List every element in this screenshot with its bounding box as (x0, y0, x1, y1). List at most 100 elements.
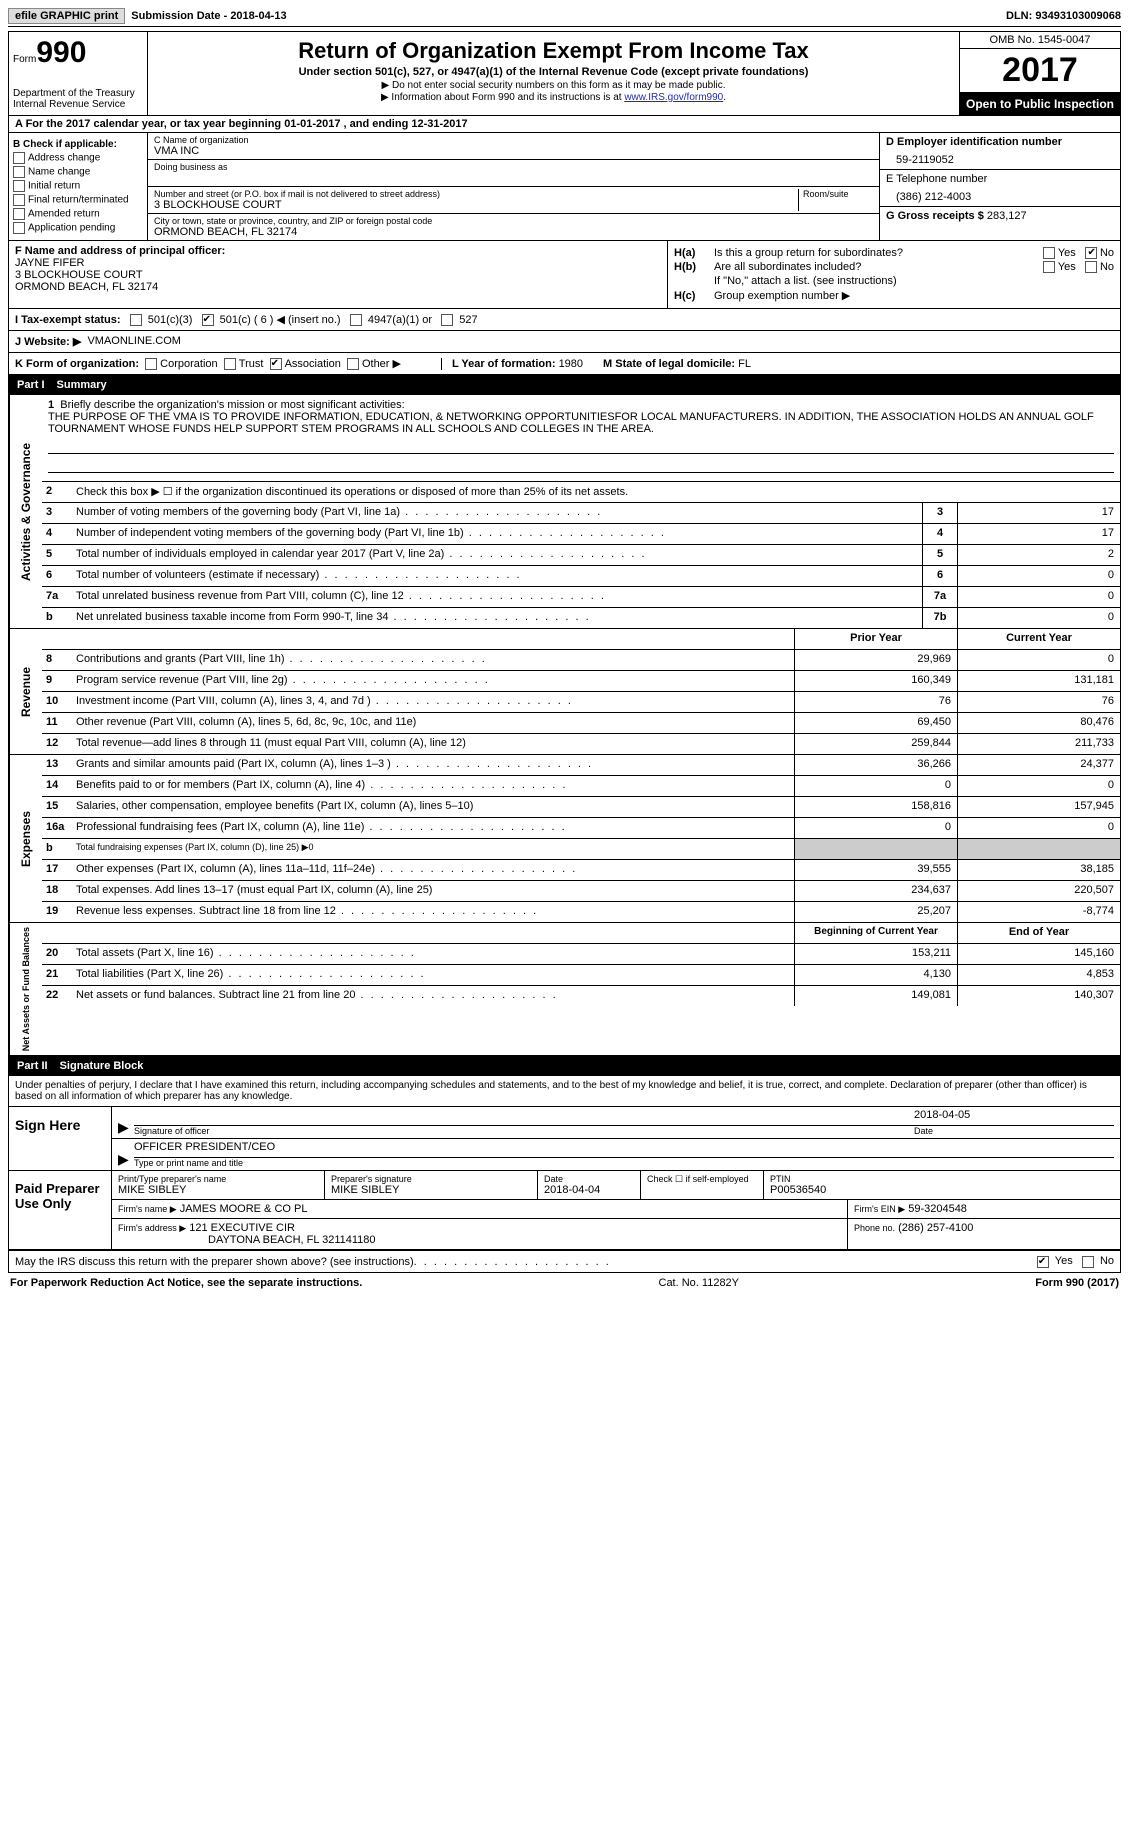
box-b-title: B Check if applicable: (13, 139, 143, 150)
ha-text: Is this a group return for subordinates? (714, 247, 974, 259)
expenses-section: Expenses 13Grants and similar amounts pa… (8, 755, 1121, 923)
checkbox-name-change[interactable] (13, 166, 25, 178)
rev10-desc: Investment income (Part VIII, column (A)… (76, 692, 794, 712)
sig-date-label: Date (914, 1126, 1114, 1136)
checkbox-amended[interactable] (13, 208, 25, 220)
cb-501c[interactable] (202, 314, 214, 326)
arrow-icon-2: ▶ (118, 1151, 134, 1168)
opt-trust: Trust (239, 358, 264, 370)
row7a-num: 7a (42, 587, 76, 607)
hb-text: Are all subordinates included? (714, 261, 974, 273)
exp16b-c1 (794, 839, 957, 859)
rev10-c2: 76 (957, 692, 1120, 712)
address-value: 3 BLOCKHOUSE COURT (154, 199, 794, 211)
cb-other[interactable] (347, 358, 359, 370)
row7a-cn: 7a (922, 587, 957, 607)
website-value: VMAONLINE.COM (87, 335, 181, 348)
mission-line-2 (48, 458, 1114, 473)
form-id-box: Form990 Department of the Treasury Inter… (9, 32, 148, 115)
firm-phone: (286) 257-4100 (898, 1222, 973, 1234)
box-h-group: H(a) Is this a group return for subordin… (667, 241, 1120, 308)
row4-cn: 4 (922, 524, 957, 544)
submission-date: Submission Date - 2018-04-13 (131, 10, 286, 22)
info-prefix: ▶ Information about Form 990 and its ins… (381, 92, 624, 103)
room-label: Room/suite (803, 189, 873, 199)
city-label: City or town, state or province, country… (154, 216, 873, 226)
form-label: Form (13, 54, 36, 65)
efile-button[interactable]: efile GRAPHIC print (8, 8, 125, 24)
omb-number: OMB No. 1545-0047 (960, 32, 1120, 49)
rev9-c1: 160,349 (794, 671, 957, 691)
form-header: Form990 Department of the Treasury Inter… (8, 31, 1121, 116)
hb-yes-checkbox[interactable] (1043, 261, 1055, 273)
part-i-header: Part I Summary (8, 375, 1121, 395)
paid-preparer-label: Paid Preparer Use Only (9, 1171, 112, 1249)
na22-c1: 149,081 (794, 986, 957, 1006)
exp14-num: 14 (42, 776, 76, 796)
cb-assoc[interactable] (270, 358, 282, 370)
prep-name: MIKE SIBLEY (118, 1184, 318, 1196)
row4-desc: Number of independent voting members of … (76, 524, 922, 544)
na20-c2: 145,160 (957, 944, 1120, 964)
checkbox-pending[interactable] (13, 222, 25, 234)
cb-corp[interactable] (145, 358, 157, 370)
checkbox-final-return[interactable] (13, 194, 25, 206)
exp16a-c2: 0 (957, 818, 1120, 838)
label-address-change: Address change (28, 153, 100, 164)
cb-527[interactable] (441, 314, 453, 326)
exp18-desc: Total expenses. Add lines 13–17 (must eq… (76, 881, 794, 901)
exp19-num: 19 (42, 902, 76, 922)
na22-c2: 140,307 (957, 986, 1120, 1006)
row7b-num: b (42, 608, 76, 628)
irs-discuss-row: May the IRS discuss this return with the… (8, 1250, 1121, 1272)
exp17-c1: 39,555 (794, 860, 957, 880)
label-pending: Application pending (28, 223, 115, 234)
firm-name-label: Firm's name ▶ (118, 1204, 177, 1214)
rev12-c2: 211,733 (957, 734, 1120, 754)
governance-vtab: Activities & Governance (9, 395, 42, 628)
rev11-desc: Other revenue (Part VIII, column (A), li… (76, 713, 794, 733)
tax-year: 2017 (960, 49, 1120, 93)
city-value: ORMOND BEACH, FL 32174 (154, 226, 873, 238)
discuss-yes-checkbox[interactable] (1037, 1256, 1049, 1268)
prep-name-label: Print/Type preparer's name (118, 1174, 318, 1184)
na20-desc: Total assets (Part X, line 16) (76, 944, 794, 964)
cb-4947[interactable] (350, 314, 362, 326)
rev8-num: 8 (42, 650, 76, 670)
label-initial-return: Initial return (28, 181, 80, 192)
cb-501c3[interactable] (130, 314, 142, 326)
ha-yes-checkbox[interactable] (1043, 247, 1055, 259)
opt-501c: 501(c) ( 6 ) ◀ (insert no.) (220, 314, 341, 326)
opt-501c3: 501(c)(3) (148, 314, 193, 326)
rev10-c1: 76 (794, 692, 957, 712)
row6-desc: Total number of volunteers (estimate if … (76, 566, 922, 586)
ptin-value: P00536540 (770, 1184, 1114, 1196)
dba-label: Doing business as (154, 162, 873, 172)
row-i-tax-status: I Tax-exempt status: 501(c)(3) 501(c) ( … (8, 309, 1121, 331)
rev12-num: 12 (42, 734, 76, 754)
officer-name: JAYNE FIFER (15, 257, 84, 269)
officer-addr1: 3 BLOCKHOUSE COURT (15, 269, 143, 281)
checkbox-address-change[interactable] (13, 152, 25, 164)
header-right-box: OMB No. 1545-0047 2017 Open to Public In… (959, 32, 1120, 115)
mission-text: THE PURPOSE OF THE VMA IS TO PROVIDE INF… (48, 411, 1094, 435)
opt-4947: 4947(a)(1) or (368, 314, 432, 326)
label-final-return: Final return/terminated (28, 195, 129, 206)
na22-num: 22 (42, 986, 76, 1006)
discuss-no-checkbox[interactable] (1082, 1256, 1094, 1268)
row7b-desc: Net unrelated business taxable income fr… (76, 608, 922, 628)
irs-link[interactable]: www.IRS.gov/form990 (624, 92, 723, 103)
hb-no-checkbox[interactable] (1085, 261, 1097, 273)
ha-no-checkbox[interactable] (1085, 247, 1097, 259)
gross-value: 283,127 (987, 210, 1027, 222)
cb-trust[interactable] (224, 358, 236, 370)
ein-value: 59-2119052 (886, 148, 1114, 166)
exp13-c2: 24,377 (957, 755, 1120, 775)
netassets-section: Net Assets or Fund Balances Beginning of… (8, 923, 1121, 1056)
exp18-num: 18 (42, 881, 76, 901)
checkbox-initial-return[interactable] (13, 180, 25, 192)
part-ii-sub: Signature Block (60, 1060, 144, 1072)
revenue-section: Revenue Prior YearCurrent Year 8Contribu… (8, 629, 1121, 755)
ein-label: D Employer identification number (886, 136, 1114, 148)
prep-sig-label: Preparer's signature (331, 1174, 531, 1184)
